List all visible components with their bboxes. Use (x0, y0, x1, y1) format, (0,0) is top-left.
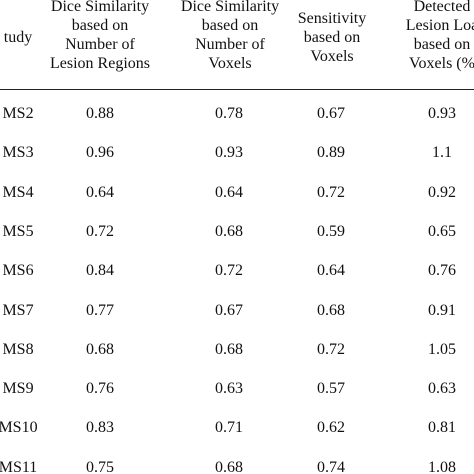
header-lesion-load: Detected Lesion Loa based on Voxels (% (392, 0, 474, 73)
header-line: Voxels (% (409, 55, 474, 72)
header-study: tudy (0, 28, 40, 47)
value-cell: 0.67 (317, 105, 345, 122)
value-cell: 0.76 (428, 262, 456, 279)
header-line: tudy (3, 29, 33, 46)
value-cell: 0.63 (215, 380, 243, 397)
value-cell: 1.08 (428, 459, 456, 474)
value-cell: 0.57 (317, 380, 345, 397)
value-cell: 0.72 (317, 184, 345, 201)
value-cell: 0.72 (317, 341, 345, 358)
study-cell: MS3 (2, 144, 34, 161)
value-cell: 0.71 (215, 419, 243, 436)
value-cell: 0.93 (428, 105, 456, 122)
study-cell: MS9 (2, 380, 34, 397)
value-cell: 0.84 (86, 262, 114, 279)
value-cell: 0.72 (215, 262, 243, 279)
value-cell: 0.64 (215, 184, 243, 201)
header-line: Number of (195, 36, 265, 53)
value-cell: 0.68 (215, 459, 243, 474)
study-cell: MS7 (2, 302, 34, 319)
study-cell: MS8 (2, 341, 34, 358)
header-line: Sensitivity (297, 10, 367, 27)
value-cell: 1.1 (432, 144, 452, 161)
header-dice-voxels: Dice Similarity based on Number of Voxel… (170, 0, 290, 73)
study-cell: MS5 (2, 223, 34, 240)
value-cell: 1.05 (428, 341, 456, 358)
value-cell: 0.72 (86, 223, 114, 240)
value-cell: 0.65 (428, 223, 456, 240)
header-line: Voxels (208, 55, 252, 72)
header-line: based on (303, 29, 361, 46)
value-cell: 0.83 (86, 419, 114, 436)
value-cell: 0.88 (86, 105, 114, 122)
study-cell: MS10 (0, 419, 38, 436)
value-cell: 0.76 (86, 380, 114, 397)
value-cell: 0.89 (317, 144, 345, 161)
value-cell: 0.63 (428, 380, 456, 397)
study-cell: MS11 (0, 459, 38, 474)
value-cell: 0.75 (86, 459, 114, 474)
header-line: Voxels (310, 48, 354, 65)
value-cell: 0.81 (428, 419, 456, 436)
header-line: Lesion Loa (405, 17, 474, 34)
header-line: Dice Similarity (50, 0, 150, 15)
value-cell: 0.96 (86, 144, 114, 161)
value-cell: 0.77 (86, 302, 114, 319)
value-cell: 0.93 (215, 144, 243, 161)
header-line: based on (71, 17, 129, 34)
value-cell: 0.68 (215, 223, 243, 240)
header-line: based on (413, 36, 471, 53)
value-cell: 0.92 (428, 184, 456, 201)
value-cell: 0.74 (317, 459, 345, 474)
header-line: Lesion Regions (50, 55, 150, 72)
header-line: based on (201, 17, 259, 34)
study-cell: MS4 (2, 184, 34, 201)
header-dice-regions: Dice Similarity based on Number of Lesio… (30, 0, 170, 73)
header-line: Number of (65, 36, 135, 53)
value-cell: 0.64 (317, 262, 345, 279)
value-cell: 0.68 (215, 341, 243, 358)
value-cell: 0.62 (317, 419, 345, 436)
value-cell: 0.91 (428, 302, 456, 319)
study-cell: MS6 (2, 262, 34, 279)
study-cell: MS2 (2, 105, 34, 122)
value-cell: 0.67 (215, 302, 243, 319)
value-cell: 0.68 (317, 302, 345, 319)
header-line: Detected (413, 0, 471, 15)
header-sensitivity: Sensitivity based on Voxels (282, 9, 382, 66)
value-cell: 0.78 (215, 105, 243, 122)
value-cell: 0.59 (317, 223, 345, 240)
header-line: Dice Similarity (180, 0, 280, 15)
value-cell: 0.64 (86, 184, 114, 201)
header-rule (0, 89, 474, 90)
value-cell: 0.68 (86, 341, 114, 358)
